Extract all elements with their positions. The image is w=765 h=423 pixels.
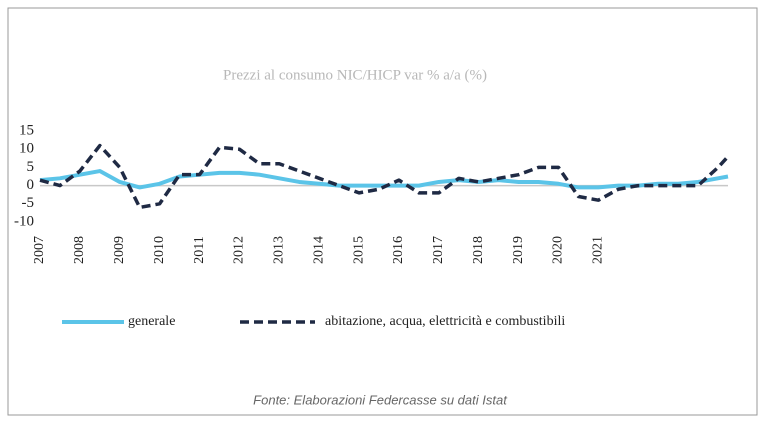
source-note: Fonte: Elaborazioni Federcasse su dati I… [253,392,508,407]
x-tick-label: 2008 [72,236,87,264]
x-tick-label: 2016 [391,236,406,264]
x-tick-label: 2012 [232,236,247,264]
chart-title: Prezzi al consumo NIC/HICP var % a/a (%) [223,67,487,83]
x-tick-label: 2009 [112,236,127,264]
x-tick-label: 2013 [272,236,287,264]
x-tick-label: 2017 [431,236,446,264]
y-tick-label: 15 [19,122,34,138]
y-tick-label: 0 [27,177,35,193]
legend-label: generale [128,314,175,329]
y-tick-label: -5 [22,195,35,211]
legend-label: abitazione, acqua, elettricità e combust… [325,314,565,329]
x-tick-label: 2021 [591,236,606,264]
x-tick-label: 2011 [192,236,207,263]
y-tick-label: 5 [27,159,35,175]
x-tick-label: 2015 [351,236,366,264]
series-line [39,143,730,210]
x-tick-label: 2018 [471,236,486,264]
y-tick-label: -10 [14,213,34,229]
x-tick-label: 2020 [551,236,566,264]
x-tick-label: 2007 [32,236,47,264]
y-tick-label: 10 [19,141,34,157]
x-tick-label: 2010 [152,236,167,264]
x-tick-label: 2019 [511,236,526,264]
x-tick-label: 2014 [311,236,326,264]
frame [7,7,758,416]
